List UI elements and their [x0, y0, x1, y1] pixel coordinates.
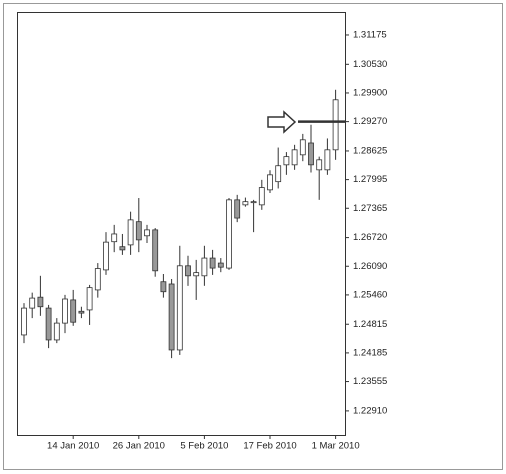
- y-tick-label: 1.26090: [353, 261, 387, 272]
- candle-body: [176, 265, 183, 351]
- candle-body: [324, 149, 331, 171]
- y-tick-label: 1.27365: [353, 203, 387, 214]
- candle-body: [185, 265, 191, 277]
- y-tick-label: 1.26720: [353, 232, 387, 243]
- y-tick-label: 1.30530: [353, 59, 387, 70]
- arrow: [267, 110, 297, 134]
- candle-body: [62, 298, 68, 324]
- candle-body: [267, 174, 273, 191]
- candle-body: [144, 229, 150, 237]
- candle-body: [242, 201, 249, 206]
- candle-body: [316, 159, 323, 171]
- candle-body: [37, 296, 44, 308]
- candle-body: [193, 272, 200, 277]
- candle-body: [135, 221, 142, 241]
- plot-area: [17, 12, 346, 436]
- candle-body: [217, 262, 224, 268]
- y-tick-label: 1.29900: [353, 87, 387, 98]
- candle-body: [226, 199, 232, 269]
- candle-body: [209, 257, 216, 269]
- candle-body: [86, 287, 93, 311]
- y-tick-label: 1.24185: [353, 347, 387, 358]
- y-tick-label: 1.22910: [353, 405, 387, 416]
- y-tick-label: 1.25460: [353, 289, 387, 300]
- x-tick-label: 17 Feb 2010: [243, 441, 296, 452]
- candle-body: [291, 149, 298, 166]
- y-tick-label: 1.29270: [353, 116, 387, 127]
- candle-body: [258, 187, 265, 206]
- x-tick-label: 1 Mar 2010: [312, 441, 360, 452]
- candle-body: [275, 165, 282, 183]
- candle-body: [250, 201, 257, 204]
- candle-body: [283, 156, 290, 166]
- x-tick-label: 5 Feb 2010: [180, 441, 228, 452]
- candle-body: [78, 310, 85, 314]
- candle-body: [332, 99, 339, 151]
- y-tick-label: 1.27995: [353, 174, 387, 185]
- candle-body: [299, 139, 306, 156]
- y-tick-label: 1.24815: [353, 319, 387, 330]
- x-tick-label: 14 Jan 2010: [47, 441, 99, 452]
- candle-body: [234, 199, 241, 219]
- candle-body: [45, 307, 52, 341]
- candle-body: [111, 233, 118, 243]
- candle-body: [119, 246, 126, 251]
- candle-body: [152, 229, 159, 272]
- y-tick-label: 1.23555: [353, 376, 387, 387]
- candle-body: [29, 297, 36, 309]
- candle-body: [70, 299, 77, 323]
- y-tick-label: 1.28625: [353, 145, 387, 156]
- y-tick-label: 1.31175: [353, 29, 387, 40]
- candle-body: [53, 322, 60, 341]
- candle-body: [168, 283, 175, 351]
- candle-body: [160, 281, 167, 293]
- candle-body: [201, 257, 208, 277]
- candle-body: [308, 142, 314, 166]
- candle-body: [103, 241, 109, 271]
- candle-body: [127, 219, 134, 246]
- x-tick-label: 26 Jan 2010: [113, 441, 165, 452]
- candle-body: [94, 268, 101, 291]
- candle-body: [21, 307, 27, 336]
